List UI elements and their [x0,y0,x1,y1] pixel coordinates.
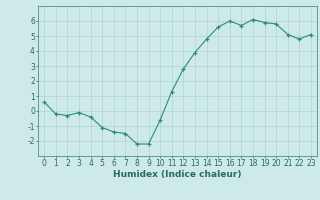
X-axis label: Humidex (Indice chaleur): Humidex (Indice chaleur) [113,170,242,179]
